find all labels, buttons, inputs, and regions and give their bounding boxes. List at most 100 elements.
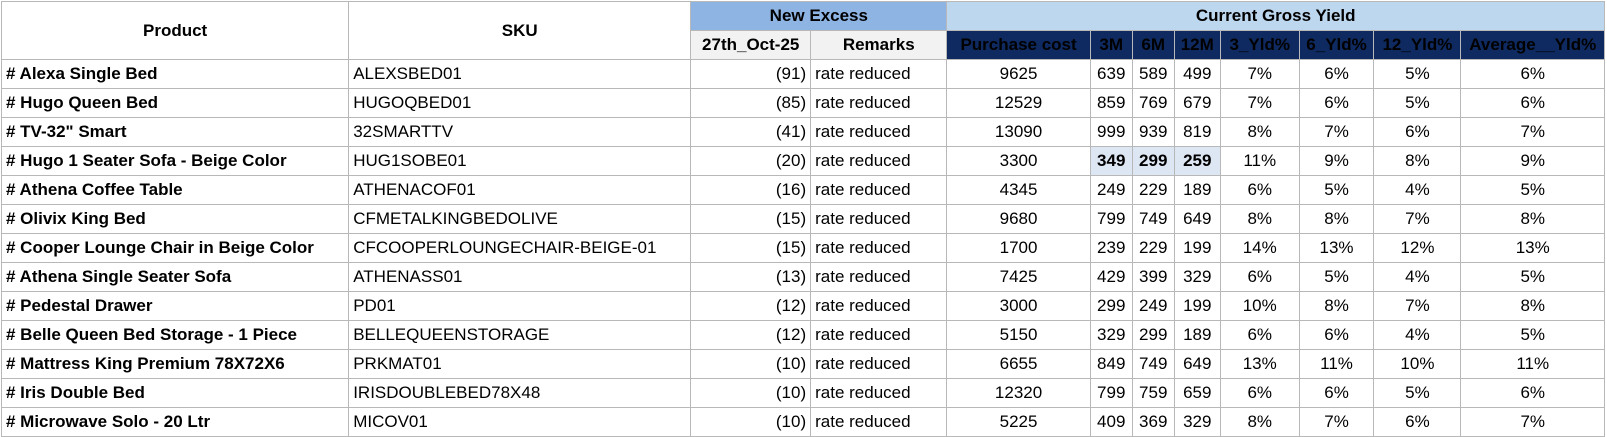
header-product[interactable]: Product xyxy=(0,1,350,60)
cell-avg[interactable]: 13% xyxy=(1460,233,1605,263)
cell-sku[interactable]: PRKMAT01 xyxy=(348,349,692,379)
cell-m6[interactable]: 749 xyxy=(1131,204,1175,234)
cell-product[interactable]: # Hugo 1 Seater Sofa - Beige Color xyxy=(0,146,350,176)
cell-product[interactable]: # Microwave Solo - 20 Ltr xyxy=(0,407,350,437)
header-date[interactable]: 27th_Oct-25 xyxy=(690,30,812,60)
cell-excess[interactable]: (16) xyxy=(690,175,812,205)
cell-y3[interactable]: 7% xyxy=(1219,88,1300,118)
cell-cost[interactable]: 4345 xyxy=(946,175,1091,205)
cell-product[interactable]: # Alexa Single Bed xyxy=(0,59,350,89)
cell-avg[interactable]: 5% xyxy=(1460,262,1605,292)
cell-m6[interactable]: 249 xyxy=(1131,291,1175,321)
cell-m3[interactable]: 999 xyxy=(1089,117,1133,147)
cell-m12[interactable]: 679 xyxy=(1173,88,1221,118)
cell-y6[interactable]: 11% xyxy=(1298,349,1375,379)
cell-avg[interactable]: 8% xyxy=(1460,204,1605,234)
cell-remark[interactable]: rate reduced xyxy=(810,146,948,176)
header-3-yld[interactable]: 3_Yld% xyxy=(1219,30,1300,60)
cell-m12[interactable]: 189 xyxy=(1173,175,1221,205)
header-3m[interactable]: 3M xyxy=(1089,30,1133,60)
header-12-yld[interactable]: 12_Yld% xyxy=(1373,30,1462,60)
header-average-yld[interactable]: Average__Yld% xyxy=(1460,30,1605,60)
cell-product[interactable]: # Cooper Lounge Chair in Beige Color xyxy=(0,233,350,263)
cell-m6[interactable]: 939 xyxy=(1131,117,1175,147)
cell-cost[interactable]: 5150 xyxy=(946,320,1091,350)
cell-y6[interactable]: 6% xyxy=(1298,320,1375,350)
cell-m12[interactable]: 819 xyxy=(1173,117,1221,147)
cell-y3[interactable]: 6% xyxy=(1219,320,1300,350)
cell-sku[interactable]: IRISDOUBLEBED78X48 xyxy=(348,378,692,408)
cell-y6[interactable]: 6% xyxy=(1298,378,1375,408)
cell-m3[interactable]: 639 xyxy=(1089,59,1133,89)
cell-sku[interactable]: ATHENASS01 xyxy=(348,262,692,292)
cell-cost[interactable]: 12529 xyxy=(946,88,1091,118)
cell-remark[interactable]: rate reduced xyxy=(810,378,948,408)
cell-m3[interactable]: 799 xyxy=(1089,204,1133,234)
cell-excess[interactable]: (15) xyxy=(690,233,812,263)
cell-y6[interactable]: 9% xyxy=(1298,146,1375,176)
cell-m12[interactable]: 649 xyxy=(1173,204,1221,234)
cell-y6[interactable]: 7% xyxy=(1298,407,1375,437)
cell-y3[interactable]: 6% xyxy=(1219,262,1300,292)
cell-cost[interactable]: 12320 xyxy=(946,378,1091,408)
cell-remark[interactable]: rate reduced xyxy=(810,407,948,437)
cell-m12[interactable]: 329 xyxy=(1173,407,1221,437)
header-purchase-cost[interactable]: Purchase cost xyxy=(946,30,1091,60)
cell-y3[interactable]: 14% xyxy=(1219,233,1300,263)
cell-m3[interactable]: 849 xyxy=(1089,349,1133,379)
cell-y3[interactable]: 10% xyxy=(1219,291,1300,321)
cell-avg[interactable]: 6% xyxy=(1460,59,1605,89)
cell-avg[interactable]: 7% xyxy=(1460,407,1605,437)
cell-y6[interactable]: 5% xyxy=(1298,175,1375,205)
cell-product[interactable]: # Athena Single Seater Sofa xyxy=(0,262,350,292)
header-6m[interactable]: 6M xyxy=(1131,30,1175,60)
cell-product[interactable]: # Hugo Queen Bed xyxy=(0,88,350,118)
cell-avg[interactable]: 8% xyxy=(1460,291,1605,321)
cell-sku[interactable]: HUG1SOBE01 xyxy=(348,146,692,176)
cell-remark[interactable]: rate reduced xyxy=(810,88,948,118)
cell-y6[interactable]: 5% xyxy=(1298,262,1375,292)
cell-m3[interactable]: 799 xyxy=(1089,378,1133,408)
cell-m12[interactable]: 329 xyxy=(1173,262,1221,292)
cell-y3[interactable]: 6% xyxy=(1219,378,1300,408)
cell-m3[interactable]: 239 xyxy=(1089,233,1133,263)
cell-m6[interactable]: 399 xyxy=(1131,262,1175,292)
cell-cost[interactable]: 5225 xyxy=(946,407,1091,437)
cell-remark[interactable]: rate reduced xyxy=(810,320,948,350)
header-6-yld[interactable]: 6_Yld% xyxy=(1298,30,1375,60)
cell-cost[interactable]: 3300 xyxy=(946,146,1091,176)
cell-avg[interactable]: 5% xyxy=(1460,175,1605,205)
cell-m3[interactable]: 409 xyxy=(1089,407,1133,437)
cell-avg[interactable]: 9% xyxy=(1460,146,1605,176)
cell-sku[interactable]: MICOV01 xyxy=(348,407,692,437)
cell-y3[interactable]: 7% xyxy=(1219,59,1300,89)
cell-excess[interactable]: (10) xyxy=(690,407,812,437)
cell-m6[interactable]: 759 xyxy=(1131,378,1175,408)
cell-excess[interactable]: (13) xyxy=(690,262,812,292)
cell-excess[interactable]: (41) xyxy=(690,117,812,147)
cell-y12[interactable]: 5% xyxy=(1373,378,1462,408)
cell-y6[interactable]: 6% xyxy=(1298,88,1375,118)
cell-m6[interactable]: 769 xyxy=(1131,88,1175,118)
cell-m12[interactable]: 649 xyxy=(1173,349,1221,379)
cell-y6[interactable]: 13% xyxy=(1298,233,1375,263)
cell-sku[interactable]: BELLEQUEENSTORAGE xyxy=(348,320,692,350)
cell-excess[interactable]: (85) xyxy=(690,88,812,118)
cell-y12[interactable]: 4% xyxy=(1373,262,1462,292)
cell-remark[interactable]: rate reduced xyxy=(810,204,948,234)
cell-y6[interactable]: 8% xyxy=(1298,204,1375,234)
cell-product[interactable]: # TV-32" Smart xyxy=(0,117,350,147)
cell-y3[interactable]: 13% xyxy=(1219,349,1300,379)
cell-m6[interactable]: 229 xyxy=(1131,233,1175,263)
cell-cost[interactable]: 13090 xyxy=(946,117,1091,147)
cell-cost[interactable]: 9625 xyxy=(946,59,1091,89)
cell-avg[interactable]: 11% xyxy=(1460,349,1605,379)
cell-y3[interactable]: 8% xyxy=(1219,204,1300,234)
cell-y12[interactable]: 8% xyxy=(1373,146,1462,176)
cell-cost[interactable]: 7425 xyxy=(946,262,1091,292)
cell-remark[interactable]: rate reduced xyxy=(810,349,948,379)
cell-y3[interactable]: 11% xyxy=(1219,146,1300,176)
cell-remark[interactable]: rate reduced xyxy=(810,233,948,263)
cell-excess[interactable]: (15) xyxy=(690,204,812,234)
header-new-excess[interactable]: New Excess xyxy=(690,1,948,31)
